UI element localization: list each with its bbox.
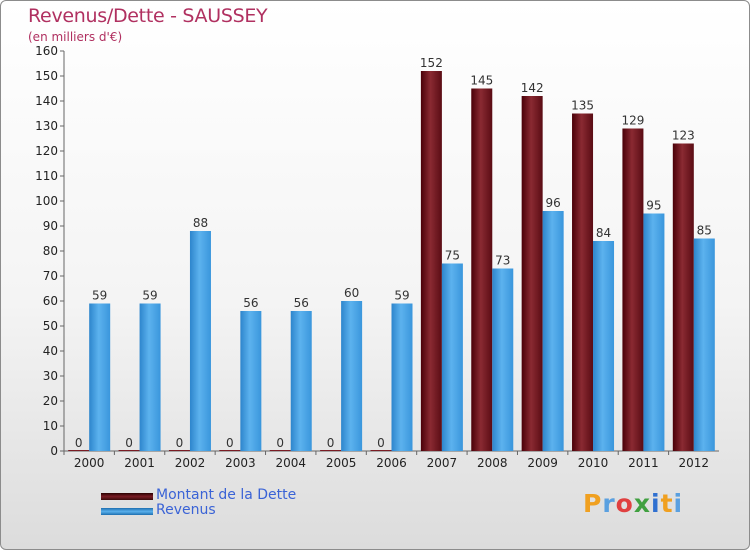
y-tick-label: 0 <box>50 444 58 458</box>
y-tick-label: 70 <box>43 269 58 283</box>
bar-revenus <box>492 268 514 451</box>
x-tick-label: 2000 <box>74 456 105 470</box>
data-label-revenus: 59 <box>394 289 409 303</box>
bar-revenus <box>391 303 413 451</box>
data-label-revenus: 84 <box>596 226 611 240</box>
data-label-revenus: 56 <box>294 296 309 310</box>
chart-subtitle: (en milliers d'€) <box>28 30 123 44</box>
y-tick-label: 80 <box>43 244 58 258</box>
bar-dette <box>420 71 442 451</box>
x-tick-label: 2011 <box>628 456 659 470</box>
data-label-revenus: 95 <box>646 199 661 213</box>
proxiti-logo: Proxiti <box>583 489 683 518</box>
y-tick-label: 120 <box>35 144 58 158</box>
bar-revenus <box>89 303 111 451</box>
y-tick-label: 20 <box>43 394 58 408</box>
data-label-dette: 0 <box>276 436 284 450</box>
bar-dette <box>622 128 644 451</box>
data-label-revenus: 59 <box>92 289 107 303</box>
y-tick-label: 110 <box>35 169 58 183</box>
bar-dette <box>219 450 241 451</box>
x-tick-label: 2003 <box>225 456 256 470</box>
bar-dette <box>118 450 140 451</box>
bar-dette <box>320 450 342 451</box>
bar-revenus <box>643 213 665 451</box>
logo-letter: o <box>615 489 634 518</box>
bar-dette <box>68 450 90 451</box>
data-label-revenus: 96 <box>546 196 561 210</box>
data-label-revenus: 60 <box>344 286 359 300</box>
y-tick-label: 40 <box>43 344 58 358</box>
bar-dette <box>370 450 392 451</box>
logo-letter: i <box>651 489 661 518</box>
y-tick-label: 10 <box>43 419 58 433</box>
x-tick-label: 2008 <box>477 456 508 470</box>
x-tick-label: 2001 <box>124 456 155 470</box>
x-tick-label: 2009 <box>527 456 558 470</box>
legend-swatch-revenus <box>101 508 153 515</box>
data-label-revenus: 88 <box>193 216 208 230</box>
bar-revenus <box>240 311 262 451</box>
y-tick-label: 100 <box>35 194 58 208</box>
data-label-revenus: 73 <box>495 254 510 268</box>
data-label-dette: 152 <box>420 56 443 70</box>
bar-dette <box>269 450 291 451</box>
data-label-dette: 0 <box>377 436 385 450</box>
data-label-revenus: 59 <box>142 289 157 303</box>
bar-revenus <box>693 238 715 451</box>
bar-dette <box>521 96 543 451</box>
y-tick-label: 50 <box>43 319 58 333</box>
x-tick-label: 2006 <box>376 456 407 470</box>
legend-swatch-dette <box>101 493 153 500</box>
y-tick-label: 90 <box>43 219 58 233</box>
bar-revenus <box>341 301 363 451</box>
bar-revenus <box>290 311 312 451</box>
data-label-dette: 129 <box>621 114 644 128</box>
data-label-dette: 123 <box>672 129 695 143</box>
plot-area: 0 10 20 30 40 50 60 70 80 90 100 110 120 130 140 150 160… <box>35 44 719 470</box>
data-label-revenus: 85 <box>697 224 712 238</box>
bar-dette <box>572 113 594 451</box>
bar-dette <box>168 450 190 451</box>
data-label-dette: 0 <box>327 436 335 450</box>
x-tick-label: 2007 <box>427 456 458 470</box>
data-label-dette: 0 <box>176 436 184 450</box>
chart-title: Revenus/Dette - SAUSSEY <box>28 5 268 27</box>
logo-letter: P <box>583 489 603 518</box>
bar-revenus <box>139 303 161 451</box>
logo-letter: x <box>633 489 651 518</box>
bar-revenus <box>441 263 463 451</box>
x-tick-label: 2012 <box>679 456 710 470</box>
data-label-dette: 0 <box>75 436 83 450</box>
data-label-dette: 145 <box>470 74 493 88</box>
y-tick-label: 130 <box>35 119 58 133</box>
data-label-dette: 0 <box>226 436 234 450</box>
data-label-dette: 135 <box>571 99 594 113</box>
x-tick-label: 2005 <box>326 456 357 470</box>
x-tick-label: 2010 <box>578 456 609 470</box>
bar-dette <box>672 143 694 451</box>
x-tick-label: 2002 <box>175 456 206 470</box>
bar-revenus <box>542 211 564 451</box>
y-tick-label: 150 <box>35 69 58 83</box>
data-label-revenus: 75 <box>445 249 460 263</box>
logo-letter: i <box>673 489 684 518</box>
logo-letter: t <box>660 489 674 518</box>
bar-revenus <box>593 241 615 451</box>
y-tick-label: 160 <box>35 44 58 58</box>
bar-revenus <box>189 231 211 451</box>
data-label-dette: 0 <box>125 436 133 450</box>
y-tick-label: 140 <box>35 94 58 108</box>
bar-dette <box>471 88 493 451</box>
x-tick-label: 2004 <box>275 456 306 470</box>
y-tick-label: 60 <box>43 294 58 308</box>
y-tick-label: 30 <box>43 369 58 383</box>
logo-letter: r <box>602 489 616 518</box>
data-label-dette: 142 <box>521 81 544 95</box>
legend-label-revenus: Revenus <box>156 502 216 518</box>
data-label-revenus: 56 <box>243 296 258 310</box>
legend-label-dette: Montant de la Dette <box>156 487 297 503</box>
